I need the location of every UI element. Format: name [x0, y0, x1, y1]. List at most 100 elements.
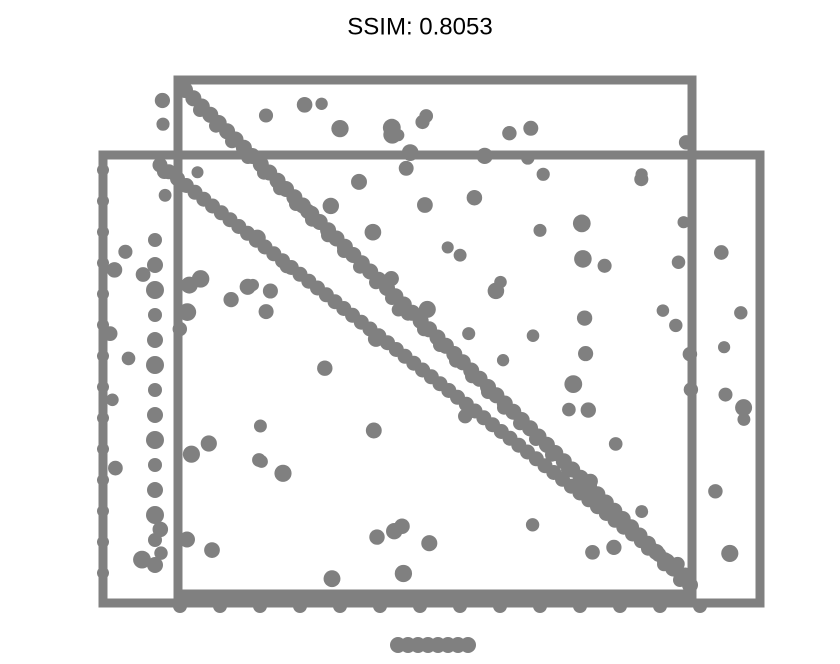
blob — [97, 536, 109, 548]
blob — [641, 541, 655, 556]
blob — [147, 407, 163, 423]
blob — [525, 518, 540, 532]
blob — [173, 599, 187, 613]
blob — [97, 319, 109, 331]
blob — [179, 531, 195, 548]
blob — [154, 546, 168, 560]
blob — [415, 114, 430, 130]
blob — [597, 258, 612, 273]
blob — [682, 346, 698, 362]
blob — [441, 241, 454, 254]
blob — [462, 327, 476, 341]
blob — [223, 291, 239, 308]
blob — [673, 573, 687, 587]
blob — [97, 350, 109, 362]
blob — [351, 173, 367, 190]
blob — [156, 117, 170, 131]
blob — [382, 118, 401, 137]
blob — [249, 229, 266, 247]
blob — [252, 453, 266, 467]
blob — [97, 288, 109, 300]
frame-outline — [173, 75, 697, 599]
blob — [147, 257, 163, 273]
blob — [323, 570, 341, 588]
blob — [97, 567, 109, 579]
blob — [578, 346, 594, 362]
blob — [386, 523, 403, 540]
blob — [523, 120, 539, 136]
blob — [536, 167, 550, 181]
blob — [693, 599, 707, 613]
blob — [562, 402, 576, 417]
blob — [258, 108, 274, 123]
blob — [496, 354, 510, 367]
blob — [200, 435, 217, 452]
blob — [717, 341, 731, 354]
blob — [154, 92, 171, 109]
blob — [148, 458, 162, 472]
blob — [391, 302, 406, 317]
blob — [253, 419, 267, 433]
ssim-map — [97, 75, 765, 653]
blob — [293, 599, 307, 613]
blob — [669, 318, 683, 333]
blob — [657, 557, 671, 572]
blob — [97, 195, 109, 207]
blob — [533, 599, 547, 613]
blob — [146, 356, 164, 374]
blob — [398, 160, 414, 176]
blob — [156, 164, 172, 180]
blob — [417, 197, 433, 213]
blob — [576, 310, 593, 326]
blob — [315, 97, 328, 110]
blob — [561, 463, 575, 478]
blob — [653, 599, 667, 613]
blob — [274, 464, 292, 482]
blob — [574, 250, 592, 268]
blob — [466, 189, 483, 206]
blob — [608, 437, 623, 451]
blob — [735, 399, 753, 417]
blob — [453, 599, 467, 613]
blob — [133, 550, 151, 569]
blob — [613, 599, 627, 613]
blob — [671, 255, 686, 269]
blob — [118, 244, 133, 259]
blob — [246, 278, 259, 292]
blob — [300, 203, 316, 219]
blob — [417, 364, 431, 377]
blob — [97, 474, 109, 486]
blob — [493, 599, 507, 613]
blob — [367, 330, 385, 347]
blob — [317, 360, 333, 376]
blob — [146, 281, 164, 299]
blob — [108, 460, 123, 476]
blob — [97, 226, 109, 238]
blob — [708, 484, 723, 499]
blob — [253, 599, 267, 613]
blob — [191, 166, 204, 179]
blob — [147, 332, 163, 348]
blob — [683, 382, 699, 397]
blob — [677, 216, 690, 229]
blob — [135, 267, 151, 282]
blob — [146, 431, 164, 449]
blob — [178, 303, 197, 321]
blob — [148, 383, 162, 397]
blob — [413, 599, 427, 613]
blob — [158, 188, 172, 202]
blob — [383, 270, 399, 287]
blob — [147, 557, 163, 573]
blob — [296, 96, 313, 113]
blob — [721, 544, 739, 562]
blob — [609, 510, 623, 525]
blob — [148, 308, 162, 322]
blob — [279, 259, 294, 274]
blob — [734, 306, 748, 320]
blob — [365, 422, 382, 439]
blob — [580, 402, 596, 418]
blob — [373, 599, 387, 613]
blob — [182, 445, 200, 463]
